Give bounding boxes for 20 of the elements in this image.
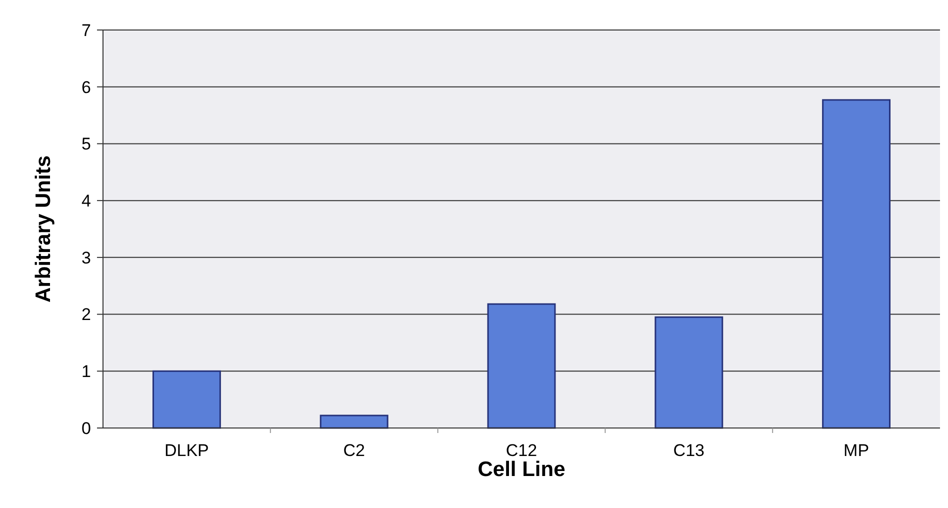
y-tick-label: 1 [82,362,91,382]
y-tick-label: 3 [82,248,91,268]
bar [487,303,556,429]
x-tick-label: DLKP [164,441,209,460]
x-tick-label: C13 [673,441,704,460]
y-axis-title: Arbitrary Units [32,155,55,303]
x-axis-title: Cell Line [478,458,566,481]
bar [654,316,724,429]
y-tick-label: 0 [82,418,91,438]
x-tick-label: MP [844,441,870,460]
y-tick-label: 4 [82,192,91,211]
y-tick-label: 7 [82,20,91,40]
bar [822,99,891,429]
x-tick-label: C12 [506,441,538,460]
bar [320,414,388,429]
y-tick-label: 2 [82,305,91,324]
x-tick-label: C2 [343,441,365,460]
bar [152,370,221,429]
y-tick-label: 6 [82,78,91,97]
y-tick-label: 5 [82,134,91,154]
